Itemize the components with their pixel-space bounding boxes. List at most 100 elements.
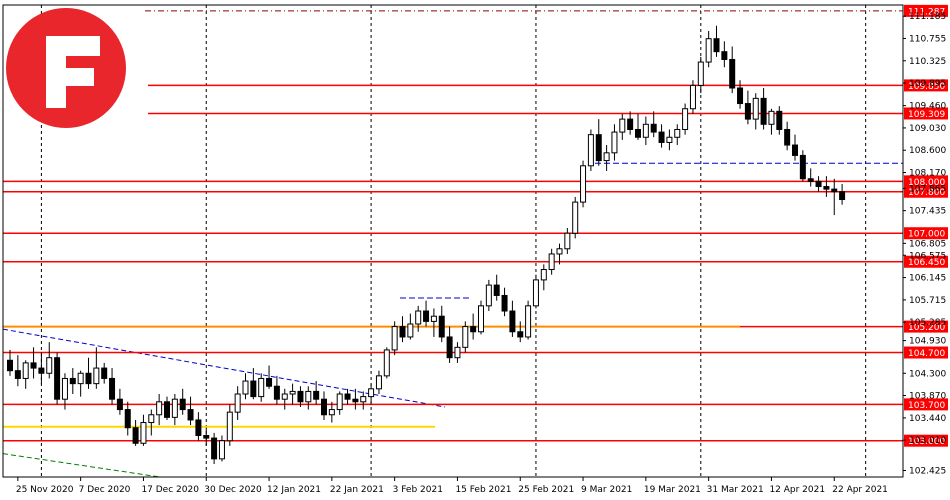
candle-body-86 <box>682 108 689 130</box>
plot-frame <box>2 4 904 478</box>
x-tick-label-2: 17 Dec 2020 <box>141 485 199 495</box>
candle-28 <box>226 404 233 446</box>
candle-26 <box>211 432 218 465</box>
level-label-1: 109.309 <box>908 110 945 120</box>
level-label-bg-9 <box>904 434 948 447</box>
candle-body-90 <box>713 38 720 53</box>
candle-body-51 <box>407 323 414 338</box>
candle-body-79 <box>627 118 634 130</box>
candle-16 <box>132 419 139 446</box>
y-tick-label-8: 107.865 <box>909 184 946 194</box>
candle-body-57 <box>454 346 461 359</box>
y-tick-label-13: 105.715 <box>909 296 946 306</box>
candle-body-7 <box>61 377 68 400</box>
y-tick-label-17: 103.870 <box>909 392 946 402</box>
candle-18 <box>148 409 155 436</box>
candle-body-35 <box>281 393 288 400</box>
x-tick-label-0: 25 Nov 2020 <box>16 485 74 495</box>
candle-15 <box>124 401 131 436</box>
candle-body-96 <box>760 97 767 125</box>
candle-35 <box>281 388 288 410</box>
candle-42 <box>336 391 343 415</box>
candle-53 <box>423 300 430 327</box>
candle-17 <box>140 414 147 446</box>
candle-84 <box>666 129 673 151</box>
candle-body-43 <box>344 393 351 400</box>
candle-body-13 <box>109 377 116 400</box>
candle-102 <box>807 168 814 187</box>
candle-43 <box>344 388 351 405</box>
candle-body-26 <box>211 437 218 460</box>
candle-body-81 <box>642 123 649 138</box>
candle-body-1 <box>14 370 21 379</box>
candle-body-85 <box>674 128 681 138</box>
candle-100 <box>792 134 798 161</box>
candle-74 <box>587 129 594 171</box>
candle-body-50 <box>399 326 406 338</box>
candle-76 <box>603 145 610 171</box>
candles-layer <box>7 25 846 465</box>
candle-41 <box>328 401 335 423</box>
candle-99 <box>784 121 791 151</box>
candle-60 <box>478 300 484 335</box>
candle-38 <box>305 386 312 410</box>
candle-31 <box>250 368 257 400</box>
candle-body-11 <box>93 367 100 385</box>
candle-body-44 <box>352 398 359 403</box>
candle-48 <box>383 347 390 379</box>
f-brand-logo: F <box>6 8 126 128</box>
candle-68 <box>540 264 547 291</box>
x-tick-label-7: 15 Feb 2021 <box>455 485 511 495</box>
y-tick-label-16: 104.300 <box>909 369 946 379</box>
y-tick-label-19: 103.010 <box>909 436 946 446</box>
y-tick-label-3: 109.895 <box>909 79 946 89</box>
candle-27 <box>218 435 225 462</box>
level-label-9: 103.000 <box>908 437 945 447</box>
candle-96 <box>760 87 767 130</box>
candle-body-29 <box>234 393 241 413</box>
candle-body-63 <box>501 294 508 312</box>
candle-89 <box>705 30 712 68</box>
candle-body-32 <box>258 377 265 398</box>
x-tick-label-5: 22 Jan 2021 <box>330 485 384 495</box>
y-tick-label-5: 109.030 <box>909 124 946 134</box>
candle-body-30 <box>242 380 249 395</box>
candle-body-45 <box>360 396 367 403</box>
candle-body-92 <box>729 58 736 89</box>
candle-body-84 <box>666 136 673 143</box>
candle-body-54 <box>430 315 437 322</box>
candle-body-15 <box>124 409 131 429</box>
candle-81 <box>642 116 649 146</box>
candle-body-23 <box>187 409 194 421</box>
candle-body-19 <box>156 401 163 416</box>
candle-body-89 <box>705 38 712 63</box>
x-tick-label-9: 9 Mar 2021 <box>581 485 632 495</box>
candle-30 <box>242 373 249 400</box>
candle-body-38 <box>305 390 312 403</box>
candle-body-20 <box>164 401 170 418</box>
candle-body-34 <box>273 385 280 400</box>
candle-body-93 <box>737 87 744 105</box>
candle-40 <box>321 391 327 420</box>
candle-80 <box>635 113 641 140</box>
green-trendline <box>2 453 161 478</box>
candle-body-52 <box>415 310 422 325</box>
top-level-label: 111.287 <box>908 7 945 17</box>
candle-body-55 <box>438 315 445 338</box>
candle-13 <box>109 368 116 405</box>
y-tick-label-9: 107.435 <box>909 207 946 217</box>
candle-body-73 <box>580 165 587 203</box>
level-label-bg-6 <box>904 320 948 333</box>
level-label-4: 107.000 <box>908 230 945 240</box>
candle-body-61 <box>485 284 492 307</box>
candle-94 <box>744 90 751 125</box>
candle-body-41 <box>328 409 335 416</box>
candle-106 <box>839 183 846 205</box>
candle-77 <box>611 124 618 161</box>
candle-body-102 <box>807 178 814 182</box>
y-tick-label-7: 108.170 <box>909 169 946 179</box>
candle-body-104 <box>823 186 830 190</box>
candle-body-27 <box>218 440 225 460</box>
candle-34 <box>273 375 280 405</box>
level-label-bg-8 <box>904 398 948 411</box>
